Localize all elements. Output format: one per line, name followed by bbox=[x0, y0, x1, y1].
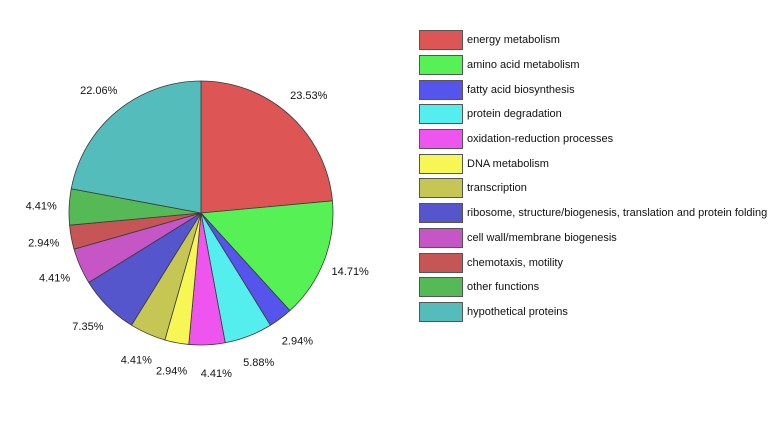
slice-percent-label: 5.88% bbox=[243, 357, 274, 369]
legend: energy metabolism amino acid metabolism fa… bbox=[419, 28, 767, 324]
legend-item: transcription bbox=[419, 176, 767, 201]
legend-swatch bbox=[419, 104, 463, 125]
legend-swatch bbox=[419, 178, 463, 199]
slice-percent-label: 2.94% bbox=[282, 336, 313, 348]
legend-swatch bbox=[419, 277, 463, 298]
legend-label: amino acid metabolism bbox=[467, 59, 580, 72]
legend-swatch bbox=[419, 252, 463, 273]
legend-swatch bbox=[419, 301, 463, 322]
pie-slice bbox=[200, 80, 333, 214]
legend-label: cell wall/membrane biogenesis bbox=[467, 231, 617, 244]
legend-label: ribosome, structure/biogenesis, translat… bbox=[467, 207, 768, 220]
slice-percent-label: 2.94% bbox=[28, 237, 59, 249]
slice-percent-label: 7.35% bbox=[72, 321, 103, 333]
legend-swatch bbox=[419, 227, 463, 248]
slice-percent-label: 4.41% bbox=[121, 354, 152, 366]
legend-item: fatty acid biosynthesis bbox=[419, 77, 767, 102]
legend-label: fatty acid biosynthesis bbox=[467, 83, 575, 96]
legend-swatch bbox=[419, 153, 463, 174]
legend-item: ribosome, structure/biogenesis, translat… bbox=[419, 201, 767, 226]
slice-percent-label: 4.41% bbox=[39, 273, 70, 285]
legend-item: amino acid metabolism bbox=[419, 53, 767, 78]
slice-percent-label: 23.53% bbox=[290, 90, 328, 102]
legend-item: DNA metabolism bbox=[419, 151, 767, 176]
legend-label: other functions bbox=[467, 281, 540, 294]
legend-swatch bbox=[419, 129, 463, 150]
legend-swatch bbox=[419, 55, 463, 76]
legend-label: energy metabolism bbox=[467, 34, 560, 47]
slice-percent-label: 14.71% bbox=[332, 266, 370, 278]
legend-label: hypothetical proteins bbox=[467, 305, 568, 318]
slice-percent-label: 4.41% bbox=[201, 368, 232, 380]
legend-item: cell wall/membrane biogenesis bbox=[419, 226, 767, 251]
legend-item: energy metabolism bbox=[419, 28, 767, 53]
legend-item: chemotaxis, motility bbox=[419, 250, 767, 275]
pie-chart: 23.53% 14.71% 2.94% 5.88% 4.41% 2.94% 4.41% 7.3… bbox=[26, 80, 370, 380]
legend-swatch bbox=[419, 203, 463, 224]
legend-label: protein degradation bbox=[467, 108, 562, 121]
legend-swatch bbox=[419, 79, 463, 100]
legend-item: other functions bbox=[419, 275, 767, 300]
legend-item: oxidation-reduction processes bbox=[419, 127, 767, 152]
slice-percent-label: 4.41% bbox=[26, 201, 57, 213]
legend-item: protein degradation bbox=[419, 102, 767, 127]
pie-slice bbox=[200, 200, 334, 312]
pie-slice bbox=[70, 80, 202, 214]
slice-percent-label: 22.06% bbox=[80, 85, 118, 97]
legend-item: hypothetical proteins bbox=[419, 300, 767, 325]
slice-percent-label: 2.94% bbox=[156, 365, 187, 377]
legend-swatch bbox=[419, 30, 463, 51]
legend-label: DNA metabolism bbox=[467, 157, 549, 170]
legend-label: chemotaxis, motility bbox=[467, 256, 563, 269]
legend-label: transcription bbox=[467, 182, 527, 195]
legend-label: oxidation-reduction processes bbox=[467, 133, 614, 146]
